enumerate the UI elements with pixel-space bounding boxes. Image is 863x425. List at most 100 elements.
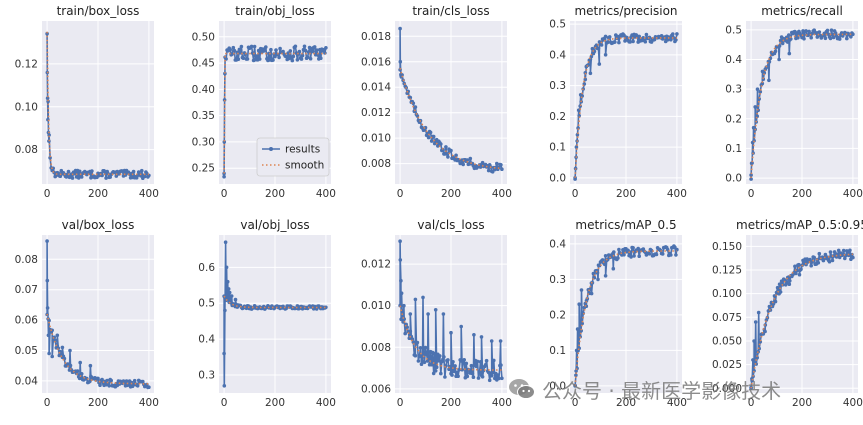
data-point xyxy=(817,251,822,256)
data-point xyxy=(100,377,104,382)
data-point xyxy=(631,246,635,250)
x-tick-label: 400 xyxy=(139,397,159,409)
data-point xyxy=(823,252,828,257)
data-point xyxy=(590,46,595,51)
data-point xyxy=(617,247,621,252)
data-point xyxy=(828,250,833,254)
series-group xyxy=(749,248,855,391)
legend-smooth-label: smooth xyxy=(285,160,324,172)
data-point xyxy=(594,43,599,47)
data-point xyxy=(302,44,307,49)
data-point xyxy=(597,62,602,66)
data-point xyxy=(90,169,94,173)
data-point xyxy=(453,364,457,368)
data-point xyxy=(398,239,402,243)
y-tick-label: 0.50 xyxy=(192,31,215,43)
chart-title: val/cls_loss xyxy=(417,218,484,232)
data-point xyxy=(809,35,813,40)
data-point xyxy=(446,155,450,159)
x-tick-label: 0 xyxy=(44,188,51,200)
data-point xyxy=(637,254,641,258)
data-point xyxy=(797,272,802,277)
data-point xyxy=(233,297,238,302)
data-point xyxy=(812,255,816,260)
data-point xyxy=(417,354,422,359)
data-point xyxy=(47,133,51,137)
data-point xyxy=(787,282,792,287)
data-point xyxy=(749,173,753,177)
data-point xyxy=(269,47,273,52)
chart-title: metrics/precision xyxy=(574,4,677,18)
series-smooth-line xyxy=(574,37,677,178)
data-point xyxy=(439,142,443,146)
data-point xyxy=(449,148,453,153)
data-point xyxy=(849,35,853,39)
series-smooth-line xyxy=(750,253,853,389)
data-point xyxy=(574,373,578,378)
x-tick-label: 400 xyxy=(316,397,336,409)
x-tick-label: 0 xyxy=(572,397,579,409)
data-point xyxy=(480,160,485,165)
x-tick-label: 0 xyxy=(748,397,755,409)
x-tick-label: 0 xyxy=(748,188,755,200)
y-tick-label: 0.010 xyxy=(361,133,391,145)
data-point xyxy=(222,174,226,179)
data-point xyxy=(277,55,281,60)
data-point xyxy=(674,38,678,42)
data-point xyxy=(254,54,259,58)
data-point xyxy=(50,354,54,359)
data-point xyxy=(434,365,439,370)
y-tick-label: 0.150 xyxy=(712,241,742,253)
y-tick-label: 0.1 xyxy=(725,143,742,155)
chart-metrics-recall: metrics/recall 0 200 400 0.0 0.1 0.2 0.3 0.4 0.5 xyxy=(725,4,863,200)
data-point xyxy=(631,39,635,44)
data-point xyxy=(236,57,241,61)
series-group xyxy=(222,240,328,388)
chart-val-cls-loss: val/cls_loss 0 200 400 0.006 0.008 0.010 0.012 xyxy=(361,218,512,409)
data-point xyxy=(777,57,781,62)
data-point xyxy=(787,33,791,37)
chart-val-box-loss: val/box_loss 0 200 400 0.04 0.05 0.06 0.07 0.08 xyxy=(15,218,159,409)
data-point xyxy=(398,59,403,64)
data-point xyxy=(821,258,826,263)
data-point xyxy=(423,125,428,130)
data-point xyxy=(755,355,759,360)
data-point xyxy=(778,290,783,294)
series-group xyxy=(573,32,679,181)
chart-val-obj-loss: val/obj_loss 0 200 400 0.3 0.4 0.5 0.6 xyxy=(198,218,336,409)
data-point xyxy=(237,47,242,52)
chart-title: val/obj_loss xyxy=(240,218,309,232)
data-point xyxy=(416,359,421,363)
data-point xyxy=(68,363,73,368)
data-point xyxy=(574,145,579,149)
data-point xyxy=(79,372,84,376)
data-point xyxy=(843,256,847,261)
data-point xyxy=(401,320,405,324)
chart-title: train/cls_loss xyxy=(412,4,489,18)
data-point xyxy=(477,370,482,375)
data-point xyxy=(324,46,328,50)
data-point xyxy=(623,39,627,43)
y-tick-label: 0.3 xyxy=(198,370,215,382)
data-point xyxy=(753,320,758,324)
chart-title: val/box_loss xyxy=(62,218,135,232)
data-point xyxy=(457,368,461,372)
data-point xyxy=(780,41,785,46)
series-smooth-line xyxy=(223,295,326,309)
y-tick-label: 0.010 xyxy=(361,300,391,312)
data-point xyxy=(398,26,402,31)
watermark-text: 公众号 · 最新医学影像技术 xyxy=(542,378,782,403)
data-point xyxy=(241,56,246,60)
data-point xyxy=(756,310,761,315)
chart-train-cls-loss: train/cls_loss 0 200 400 0.008 0.010 0.012 0.01… xyxy=(361,4,512,200)
data-point xyxy=(45,239,49,243)
data-point xyxy=(312,45,317,49)
x-tick-label: 200 xyxy=(88,397,108,409)
y-tick-label: 0.008 xyxy=(361,158,391,170)
data-point xyxy=(577,302,581,307)
data-point xyxy=(124,379,129,383)
series-group xyxy=(398,239,504,383)
data-point xyxy=(278,46,282,51)
data-point xyxy=(429,362,434,367)
x-tick-label: 200 xyxy=(265,188,285,200)
